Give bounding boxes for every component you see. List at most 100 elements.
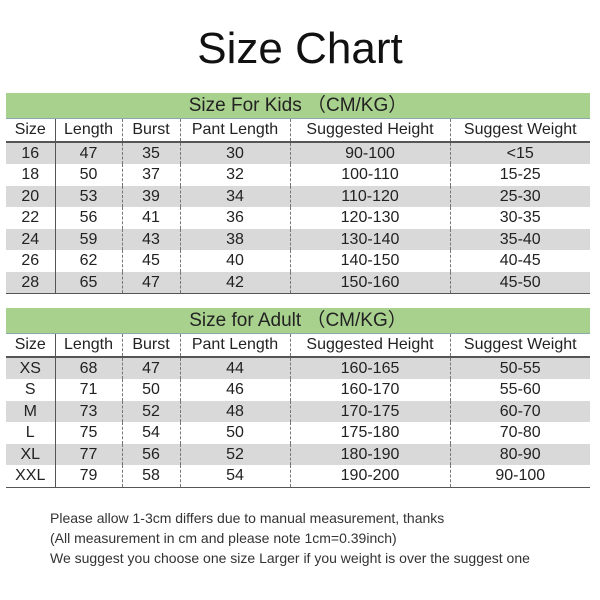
table-cell: 190-200 <box>289 465 450 488</box>
adult-size-table: Size for Adult （CM/KG） Size Length Burst Pa… <box>6 308 590 488</box>
table-cell: 160-165 <box>289 356 450 379</box>
column-header: Length <box>54 334 122 358</box>
kids-header-row: Size Length Burst Pant Length Suggested Heig… <box>6 119 590 143</box>
table-cell: 16 <box>6 141 55 164</box>
table-cell: 50 <box>121 379 180 401</box>
notes: Please allow 1-3cm differs due to manual… <box>50 508 530 568</box>
note-line: Please allow 1-3cm differs due to manual… <box>50 510 445 526</box>
table-row: 24 59 43 38 130-140 35-40 <box>6 228 590 250</box>
column-header: Suggested Height <box>289 334 450 358</box>
table-cell: 22 <box>21 209 40 227</box>
table-cell: 24 <box>6 228 55 250</box>
table-cell: 90-100 <box>289 141 450 164</box>
column-header: Suggested Height <box>289 119 450 143</box>
table-cell: 180-190 <box>289 443 450 465</box>
table-cell: 77 <box>54 443 122 465</box>
table-cell: 100-110 <box>289 164 450 186</box>
table-cell: 40 <box>179 250 290 272</box>
table-cell: 28 <box>6 271 55 294</box>
table-cell: 34 <box>179 185 290 207</box>
table-row: 18 50 37 32 100-110 15-25 <box>6 164 590 186</box>
adult-header-row: Size Length Burst Pant Length Suggested Heig… <box>6 334 590 358</box>
table-row: XL 77 56 52 180-190 80-90 <box>6 443 590 465</box>
table-cell: 50 <box>54 164 122 186</box>
table-cell: 56 <box>54 207 122 229</box>
table-cell: 120-130 <box>289 207 450 229</box>
table-row: 20 53 39 34 110-120 25-30 <box>6 185 590 207</box>
kids-table-heading: Size For Kids （CM/KG） <box>6 93 590 119</box>
table-cell: 62 <box>54 250 122 272</box>
table-cell: 175-180 <box>289 422 450 444</box>
table-cell: 32 <box>179 164 290 186</box>
table-cell: 54 <box>179 465 290 488</box>
table-cell: 55-60 <box>449 379 590 401</box>
table-row: S 71 50 46 160-170 55-60 <box>6 379 590 401</box>
table-cell: XXL <box>6 465 55 488</box>
table-cell: 35-40 <box>449 228 590 250</box>
column-header: Pant Length <box>179 334 290 358</box>
table-cell: 35 <box>121 141 180 164</box>
table-cell: 130-140 <box>289 228 450 250</box>
column-header: Pant Length <box>179 119 290 143</box>
table-cell: 43 <box>121 228 180 250</box>
note-line: We suggest you choose one size Larger if… <box>50 550 530 566</box>
table-cell: 47 <box>54 141 122 164</box>
table-row: XS 68 47 44 160-165 50-55 <box>6 356 590 379</box>
table-cell: M <box>6 400 55 422</box>
table-row: M 73 52 48 170-175 60-70 <box>6 400 590 422</box>
table-cell: 75 <box>54 422 122 444</box>
kids-table-body: 16 47 35 30 90-100 <15 18 50 37 32 100-110 15-25 20 5… <box>6 141 590 294</box>
column-header: Size <box>6 334 55 358</box>
column-header: Burst <box>121 334 180 358</box>
table-row: 28 65 47 42 150-160 45-50 <box>6 271 590 294</box>
table-cell: L <box>25 424 35 442</box>
table-cell: 25-30 <box>449 185 590 207</box>
table-cell: 47 <box>121 271 180 294</box>
table-cell: 59 <box>54 228 122 250</box>
table-cell: 39 <box>121 185 180 207</box>
table-cell: 50 <box>179 422 290 444</box>
table-cell: XL <box>6 443 55 465</box>
column-header: Suggest Weight <box>449 334 590 358</box>
table-cell: 45 <box>121 250 180 272</box>
table-cell: 41 <box>121 207 180 229</box>
table-row: 26 62 45 40 140-150 40-45 <box>6 250 590 272</box>
table-cell: 58 <box>121 465 180 488</box>
table-cell: 20 <box>6 185 55 207</box>
table-cell: 46 <box>179 379 290 401</box>
column-header: Burst <box>121 119 180 143</box>
note-line: (All measurement in cm and please note 1… <box>50 530 397 546</box>
table-cell: 47 <box>121 356 180 379</box>
table-cell: 50-55 <box>449 356 590 379</box>
table-cell: 68 <box>54 356 122 379</box>
table-cell: 42 <box>179 271 290 294</box>
table-row: XXL 79 58 54 190-200 90-100 <box>6 465 590 488</box>
table-cell: 18 <box>21 166 40 184</box>
table-cell: 73 <box>54 400 122 422</box>
table-cell: 48 <box>179 400 290 422</box>
table-cell: 110-120 <box>289 185 450 207</box>
table-cell: 52 <box>121 400 180 422</box>
adult-table-heading: Size for Adult （CM/KG） <box>6 308 590 334</box>
table-cell: 60-70 <box>449 400 590 422</box>
table-cell: 38 <box>179 228 290 250</box>
table-cell: 26 <box>21 252 40 270</box>
table-cell: 80-90 <box>449 443 590 465</box>
adult-table-body: XS 68 47 44 160-165 50-55 S 71 50 46 160-170 55-60 M… <box>6 356 590 488</box>
column-header: Length <box>54 119 122 143</box>
table-cell: 52 <box>179 443 290 465</box>
table-cell: 170-175 <box>289 400 450 422</box>
table-cell: 40-45 <box>449 250 590 272</box>
table-row: 22 56 41 36 120-130 30-35 <box>6 207 590 229</box>
table-cell: 160-170 <box>289 379 450 401</box>
column-header: Size <box>6 119 55 143</box>
table-cell: 70-80 <box>449 422 590 444</box>
table-cell: 56 <box>121 443 180 465</box>
kids-size-table: Size For Kids （CM/KG） Size Length Burst Pan… <box>6 93 590 294</box>
table-cell: 90-100 <box>449 465 590 488</box>
table-cell: 140-150 <box>289 250 450 272</box>
table-row: L 75 54 50 175-180 70-80 <box>6 422 590 444</box>
table-cell: 44 <box>179 356 290 379</box>
table-cell: 54 <box>121 422 180 444</box>
table-cell: 79 <box>54 465 122 488</box>
